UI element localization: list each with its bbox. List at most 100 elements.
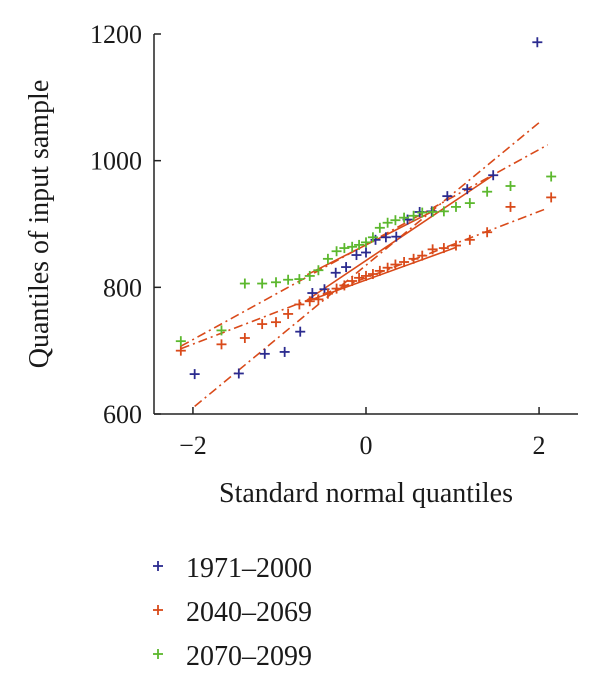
y-tick-label: 600 (103, 400, 142, 429)
data-point-series-1 (464, 234, 475, 245)
data-point-series-1 (390, 259, 401, 270)
data-point-series-0 (295, 326, 306, 337)
data-point-series-1 (427, 244, 438, 255)
data-point-series-0 (279, 346, 290, 357)
data-point-series-2 (175, 336, 186, 347)
data-point-series-2 (216, 325, 227, 336)
data-point-series-0 (532, 37, 543, 48)
data-point-series-2 (408, 210, 419, 221)
y-ticks: 600 800 1000 1200 (90, 20, 161, 429)
data-point-series-1 (313, 294, 324, 305)
data-point-series-1 (382, 262, 393, 273)
data-point-series-2 (257, 278, 268, 289)
fit-line-1 (306, 246, 457, 303)
data-point-series-0 (341, 262, 352, 273)
data-point-series-2 (283, 274, 294, 285)
data-point-series-0 (380, 232, 391, 243)
data-point-series-2 (382, 217, 393, 228)
data-point-series-1 (374, 265, 385, 276)
data-point-series-1 (450, 240, 461, 251)
data-point-series-0 (361, 247, 371, 258)
x-axis-title: Standard normal quantiles (219, 478, 513, 509)
data-point-series-2 (322, 253, 333, 264)
y-tick-label: 1200 (90, 20, 142, 49)
data-point-series-2 (347, 241, 358, 252)
data-point-series-1 (331, 283, 342, 294)
data-point-series-2 (271, 277, 282, 288)
data-point-series-2 (361, 237, 371, 248)
x-tick-label: 2 (533, 431, 546, 460)
fit-extension-line-0 (194, 122, 540, 408)
data-point-series-2 (546, 171, 557, 182)
data-point-series-2 (417, 207, 428, 218)
data-point-series-0 (442, 191, 453, 202)
legend-label: 1971–2000 (186, 553, 312, 584)
data-point-series-1 (399, 257, 410, 267)
data-point-series-1 (294, 299, 305, 310)
data-point-series-1 (367, 269, 378, 280)
legend: 1971–2000 2040–2069 2070–2099 (153, 553, 312, 672)
axes: −2 0 2 600 800 1000 1200 (90, 20, 578, 460)
data-point-series-2 (367, 232, 378, 243)
data-point-series-1 (361, 270, 371, 281)
data-point-series-2 (482, 186, 493, 197)
data-point-series-1 (257, 319, 268, 330)
fit-line-0 (306, 174, 494, 301)
data-point-series-2 (339, 243, 350, 254)
y-tick-label: 800 (103, 273, 142, 302)
data-point-series-1 (546, 192, 557, 203)
data-point-series-1 (322, 288, 333, 299)
x-tick-label: −2 (179, 431, 207, 460)
data-point-series-1 (283, 308, 294, 319)
data-point-series-2 (464, 198, 475, 209)
x-tick-label: 0 (360, 431, 373, 460)
legend-label: 2040–2069 (186, 597, 312, 628)
data-point-series-2 (399, 212, 410, 223)
data-point-series-2 (505, 181, 516, 191)
data-point-series-1 (239, 333, 250, 343)
fit-line-2 (306, 209, 436, 276)
legend-item: 2070–2099 (153, 641, 312, 672)
data-point-series-2 (374, 222, 385, 233)
data-point-series-0 (189, 369, 200, 380)
legend-label: 2070–2099 (186, 641, 312, 672)
fit-extension-line-1 (180, 207, 549, 350)
data-point-series-1 (175, 345, 186, 356)
data-point-series-0 (488, 170, 499, 181)
data-point-series-1 (505, 201, 516, 212)
data-point-series-1 (408, 253, 419, 264)
x-ticks: −2 0 2 (179, 407, 546, 460)
data-point-series-1 (347, 276, 358, 286)
data-point-series-1 (271, 317, 282, 328)
data-point-series-1 (482, 227, 493, 238)
y-tick-label: 1000 (90, 147, 142, 176)
data-point-series-1 (339, 280, 350, 291)
data-point-series-2 (438, 206, 449, 217)
data-point-series-2 (450, 201, 461, 212)
legend-item: 2040–2069 (153, 597, 312, 628)
legend-marker (153, 605, 163, 615)
data-point-series-1 (417, 250, 428, 261)
data-point-series-0 (462, 184, 473, 195)
legend-item: 1971–2000 (153, 553, 312, 584)
data-point-series-0 (391, 231, 402, 242)
data-point-series-0 (233, 368, 244, 379)
data-points (175, 37, 557, 380)
data-point-series-0 (370, 234, 381, 245)
data-point-series-2 (239, 278, 250, 289)
data-point-series-1 (216, 339, 227, 350)
data-point-series-2 (304, 270, 315, 281)
data-point-series-2 (313, 265, 324, 276)
data-point-series-1 (304, 296, 315, 307)
data-point-series-0 (330, 267, 341, 278)
data-point-series-2 (331, 246, 342, 257)
fit-lines (180, 122, 549, 408)
data-point-series-2 (390, 215, 401, 226)
legend-marker (153, 561, 163, 571)
legend-marker (153, 649, 163, 659)
y-axis-title: Quantiles of input sample (24, 80, 55, 369)
data-point-series-0 (307, 288, 318, 299)
data-point-series-2 (354, 239, 365, 250)
